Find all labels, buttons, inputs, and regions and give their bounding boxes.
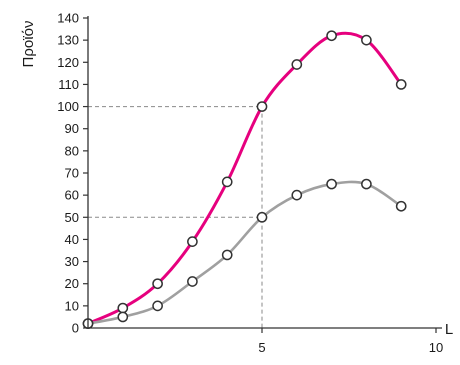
y-tick-label: 40 xyxy=(65,232,79,247)
y-tick-label: 60 xyxy=(65,188,79,203)
series-1-point xyxy=(291,59,303,70)
x-tick-label: 5 xyxy=(258,340,265,355)
y-tick-label: 130 xyxy=(57,33,79,48)
series-2-point xyxy=(187,276,198,287)
y-tick-label: 90 xyxy=(65,121,79,136)
x-axis-label: L xyxy=(445,321,453,338)
y-tick-label: 10 xyxy=(65,298,79,313)
series-2-point xyxy=(291,189,303,201)
series-2-point xyxy=(117,311,129,323)
ticks: 0 10 20 30 40 50 60 70 80 90 100 110 120 130 140 5 10 xyxy=(57,11,443,356)
x-tick-label: 10 xyxy=(429,340,443,355)
y-tick-label: 140 xyxy=(57,11,79,26)
series-1-point xyxy=(117,302,129,314)
series-1-point xyxy=(395,79,407,90)
series-2-point xyxy=(256,211,268,223)
y-tick-label: 80 xyxy=(65,143,79,158)
series-2-point xyxy=(221,249,233,261)
series-1-point xyxy=(361,34,372,46)
y-tick-label: 100 xyxy=(57,99,79,114)
series-layer xyxy=(82,30,407,329)
series-1-point xyxy=(326,30,337,42)
reference-lines xyxy=(88,106,263,328)
y-tick-label: 110 xyxy=(58,77,79,92)
y-tick-label: 70 xyxy=(65,166,79,181)
series-2-point xyxy=(152,300,163,312)
series-2-point xyxy=(395,200,407,212)
series-1-point xyxy=(221,176,233,188)
y-tick-label: 120 xyxy=(57,55,79,70)
series-1-point xyxy=(187,236,198,247)
y-tick-label: 30 xyxy=(65,254,79,269)
series-1-point xyxy=(256,101,268,112)
y-tick-label: 0 xyxy=(72,321,79,336)
series-1-point xyxy=(152,278,163,290)
series-2-point xyxy=(326,178,337,190)
series-2-line xyxy=(86,180,403,325)
y-tick-label: 20 xyxy=(65,276,79,291)
y-axis-label: Προϊόν xyxy=(20,21,37,68)
series-2-point xyxy=(361,178,372,190)
series-1-line xyxy=(86,31,403,326)
axes xyxy=(87,16,442,329)
y-tick-label: 50 xyxy=(65,210,79,225)
